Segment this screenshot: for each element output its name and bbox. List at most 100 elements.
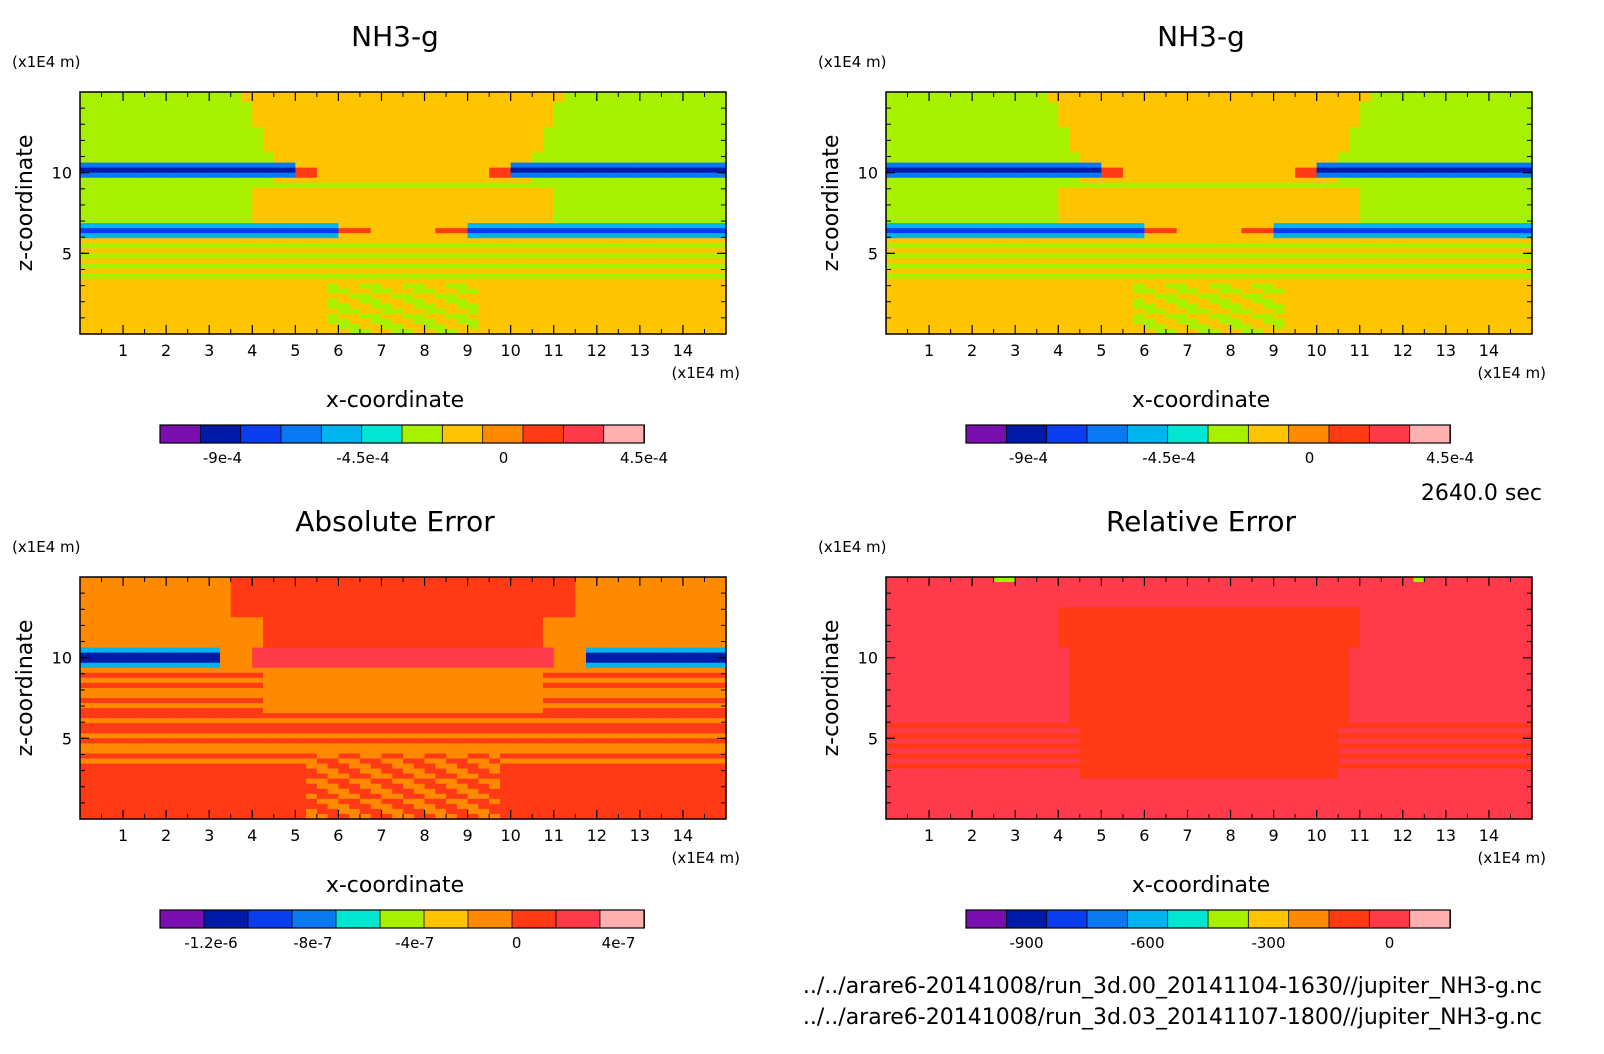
contour-cell [629, 328, 641, 335]
contour-cell [1284, 137, 1296, 144]
contour-cell [886, 207, 898, 214]
contour-cell [553, 177, 566, 184]
contour-cell [1327, 127, 1339, 133]
contour-cell [306, 97, 318, 103]
contour-cell [950, 92, 962, 98]
contour-cell [123, 233, 135, 239]
contour-cell [618, 228, 630, 234]
contour-cell [1510, 142, 1522, 149]
contour-cell [1090, 132, 1102, 138]
contour-cell [993, 107, 1006, 113]
contour-cell [896, 92, 909, 98]
contour-cell [144, 152, 156, 159]
contour-cell [1327, 157, 1339, 164]
contour-cell [338, 197, 350, 204]
contour-cell [715, 102, 727, 108]
contour-cell [972, 233, 984, 239]
contour-cell [693, 102, 706, 108]
contour-cell [1467, 147, 1479, 154]
contour-cell [607, 122, 619, 128]
contour-cell [1435, 187, 1447, 194]
contour-cell [1392, 238, 1404, 244]
contour-cell [1133, 92, 1145, 98]
contour-cell [1284, 238, 1296, 244]
contour-cell [241, 162, 253, 169]
contour-cell [629, 187, 641, 194]
contour-cell [90, 318, 103, 325]
contour-cell [1090, 207, 1102, 214]
contour-cell [467, 192, 479, 199]
contour-cell [907, 207, 919, 214]
contour-cell [424, 152, 436, 159]
contour-cell [1413, 192, 1425, 199]
contour-cell [112, 177, 124, 184]
contour-cell [661, 283, 673, 290]
contour-cell [1510, 207, 1522, 214]
contour-cell [1144, 197, 1156, 204]
contour-cell [1392, 253, 1404, 259]
contour-cell [1413, 152, 1425, 159]
contour-cell [155, 263, 167, 270]
contour-cell [1219, 152, 1232, 159]
contour-cell [1338, 172, 1350, 179]
contour-cell [1445, 147, 1458, 154]
contour-cell [575, 137, 587, 144]
contour-cell [1219, 223, 1232, 229]
contour-cell [1069, 102, 1081, 108]
contour-cell [284, 187, 296, 194]
contour-cell [478, 308, 490, 315]
contour-cell [1370, 223, 1382, 229]
contour-cell [532, 278, 544, 285]
contour-cell [1058, 157, 1070, 164]
contour-cell [607, 313, 619, 320]
contour-cell [252, 177, 264, 184]
contour-cell [607, 202, 619, 209]
contour-cell [1445, 238, 1458, 244]
contour-cell [413, 318, 426, 325]
contour-cell [90, 288, 103, 295]
contour-cell [446, 167, 458, 174]
contour-cell [950, 182, 962, 189]
contour-cell [273, 223, 286, 229]
contour-cell [284, 127, 296, 133]
contour-cell [542, 268, 555, 275]
contour-cell [166, 298, 178, 305]
contour-cell [456, 298, 469, 305]
contour-cell [907, 228, 919, 234]
contour-cell [1338, 218, 1350, 224]
contour-cell [596, 132, 609, 138]
contour-cell [661, 147, 673, 154]
contour-cell [413, 228, 426, 234]
contour-cell [101, 157, 113, 164]
contour-cell [499, 202, 512, 209]
contour-cell [489, 223, 501, 229]
contour-cell [446, 162, 458, 169]
contour-cell [101, 132, 113, 138]
contour-cell [219, 268, 232, 275]
contour-cell [144, 218, 156, 224]
contour-cell [1284, 192, 1296, 199]
contour-cell [586, 283, 598, 290]
contour-cell [489, 268, 501, 275]
contour-cell [682, 152, 695, 159]
contour-cell [295, 192, 307, 199]
contour-cell [586, 102, 598, 108]
contour-cell [618, 283, 630, 290]
contour-cell [715, 318, 727, 325]
contour-cell [1305, 132, 1318, 138]
contour-cell [1424, 127, 1436, 133]
contour-cell [252, 273, 264, 280]
contour-cell [607, 238, 619, 244]
contour-cell [1252, 112, 1264, 118]
contour-cell [693, 218, 706, 224]
contour-cell [316, 283, 329, 290]
contour-cell [338, 187, 350, 194]
contour-cell [478, 192, 490, 199]
time-label: 2640.0 sec [1421, 481, 1542, 506]
contour-cell [413, 278, 426, 285]
contour-cell [1176, 233, 1189, 239]
contour-cell [896, 207, 909, 214]
contour-cell [338, 152, 350, 159]
contour-cell [187, 177, 200, 184]
contour-cell [413, 218, 426, 224]
